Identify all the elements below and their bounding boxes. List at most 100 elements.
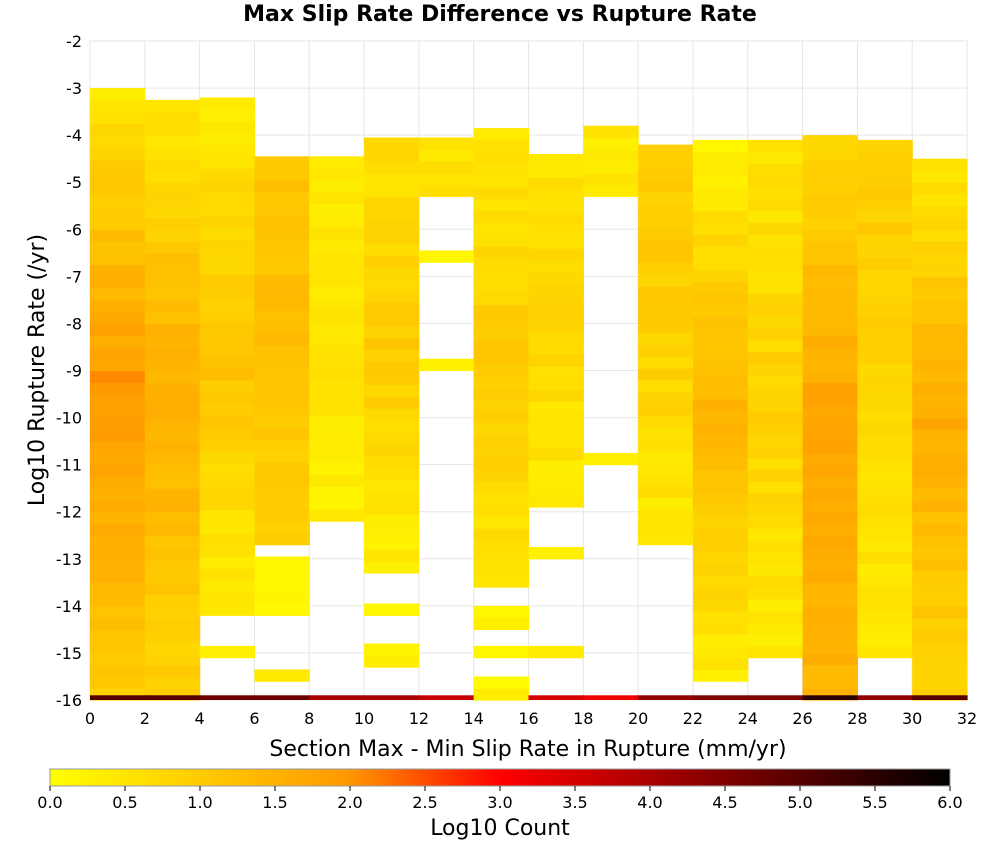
heatmap-cell — [473, 398, 530, 412]
heatmap-cell — [857, 292, 913, 306]
heatmap-cell — [802, 617, 858, 630]
heatmap-cell — [528, 495, 584, 508]
colorbar-tick-label: 3.0 — [487, 793, 512, 812]
heatmap-cell — [144, 488, 201, 501]
heatmap-cell — [309, 415, 365, 428]
heatmap-cell — [364, 208, 420, 221]
heatmap-cell — [583, 161, 639, 174]
heatmap-cell — [364, 325, 420, 339]
heatmap-cell — [857, 151, 913, 164]
heatmap-cell — [309, 391, 365, 405]
heatmap-cell — [90, 676, 146, 689]
heatmap-cell — [144, 193, 201, 207]
heatmap-cell — [199, 474, 256, 487]
heatmap-cell — [802, 476, 858, 489]
heatmap-cell — [638, 462, 694, 475]
heatmap-cell — [199, 344, 256, 357]
heatmap-cell — [90, 229, 146, 242]
colorbar-tick-label: 5.5 — [862, 793, 887, 812]
heatmap-cell — [199, 532, 256, 546]
heatmap-cell — [857, 269, 913, 282]
heatmap-cell — [912, 488, 968, 501]
heatmap-cell — [364, 490, 420, 503]
heatmap-cell — [199, 203, 256, 216]
heatmap-cell — [90, 617, 146, 630]
heatmap-cell — [802, 276, 858, 289]
heatmap-cell — [254, 285, 310, 299]
heatmap-cell — [90, 135, 146, 148]
y-tick-label: -12 — [56, 503, 82, 522]
heatmap-cell — [144, 652, 201, 666]
heatmap-cell-bottom — [638, 695, 694, 700]
heatmap-cell — [692, 598, 749, 612]
heatmap-cell — [802, 288, 858, 301]
heatmap-cell — [802, 241, 858, 254]
heatmap-cell — [912, 464, 968, 478]
heatmap-cell — [802, 547, 858, 560]
heatmap-cell — [528, 177, 584, 190]
heatmap-cell — [90, 382, 146, 395]
heatmap-cell-bottom — [583, 695, 639, 700]
heatmap-cell — [857, 233, 913, 247]
heatmap-cells — [90, 88, 968, 701]
heatmap-cell — [473, 304, 530, 317]
heatmap-cell — [473, 516, 530, 529]
heatmap-cell — [692, 281, 749, 294]
heatmap-cell — [254, 262, 310, 275]
heatmap-cell — [912, 476, 968, 489]
heatmap-cell — [692, 233, 749, 247]
heatmap-cell — [144, 547, 201, 560]
heatmap-cell — [90, 205, 146, 219]
heatmap-cell — [692, 492, 749, 506]
heatmap-cell — [90, 499, 146, 513]
x-tick-label: 30 — [902, 709, 922, 728]
heatmap-cell — [254, 509, 310, 522]
heatmap-cell — [309, 438, 365, 452]
heatmap-cell — [90, 535, 146, 548]
heatmap-cell — [309, 156, 365, 169]
heatmap-cell — [473, 128, 530, 141]
heatmap-cell — [364, 408, 420, 421]
heatmap-cell — [802, 452, 858, 466]
heatmap-cell — [254, 391, 310, 405]
heatmap-cell — [254, 426, 310, 440]
heatmap-cell — [473, 410, 530, 423]
heatmap-cell — [802, 629, 858, 642]
heatmap-cell — [857, 434, 913, 447]
heatmap-cell — [802, 229, 858, 242]
heatmap-cell — [912, 182, 968, 195]
heatmap-cell — [747, 622, 804, 635]
heatmap-cell — [199, 156, 256, 169]
heatmap-cell — [90, 511, 146, 525]
heatmap-cell — [199, 462, 256, 475]
heatmap-cell — [638, 238, 694, 252]
heatmap-cell — [857, 622, 913, 635]
heatmap-cell — [90, 558, 146, 572]
heatmap-cell — [692, 151, 749, 164]
heatmap-cell — [528, 365, 584, 379]
heatmap-cell — [857, 257, 913, 270]
colorbar-tick-label: 0.5 — [112, 793, 137, 812]
heatmap-cell — [144, 394, 201, 407]
heatmap-cell — [90, 252, 146, 266]
heatmap-cell — [199, 274, 256, 287]
heatmap-cell — [802, 146, 858, 160]
heatmap-cell — [90, 417, 146, 430]
heatmap-cell — [364, 537, 420, 550]
heatmap-cell — [254, 191, 310, 204]
heatmap-cell — [144, 217, 201, 230]
heatmap-cell — [528, 306, 584, 320]
heatmap-cell — [199, 509, 256, 522]
heatmap-cell — [199, 215, 256, 228]
heatmap-cell — [144, 229, 201, 242]
colorbar-tick-label: 6.0 — [937, 793, 962, 812]
heatmap-cell — [199, 568, 256, 581]
heatmap-cell — [199, 321, 256, 334]
heatmap-cell — [747, 198, 804, 212]
heatmap-cell — [912, 558, 968, 572]
x-tick-label: 12 — [409, 709, 429, 728]
heatmap-cell — [857, 457, 913, 470]
heatmap-cell — [747, 598, 804, 612]
heatmap-cell — [254, 669, 310, 682]
heatmap-cell — [364, 443, 420, 456]
